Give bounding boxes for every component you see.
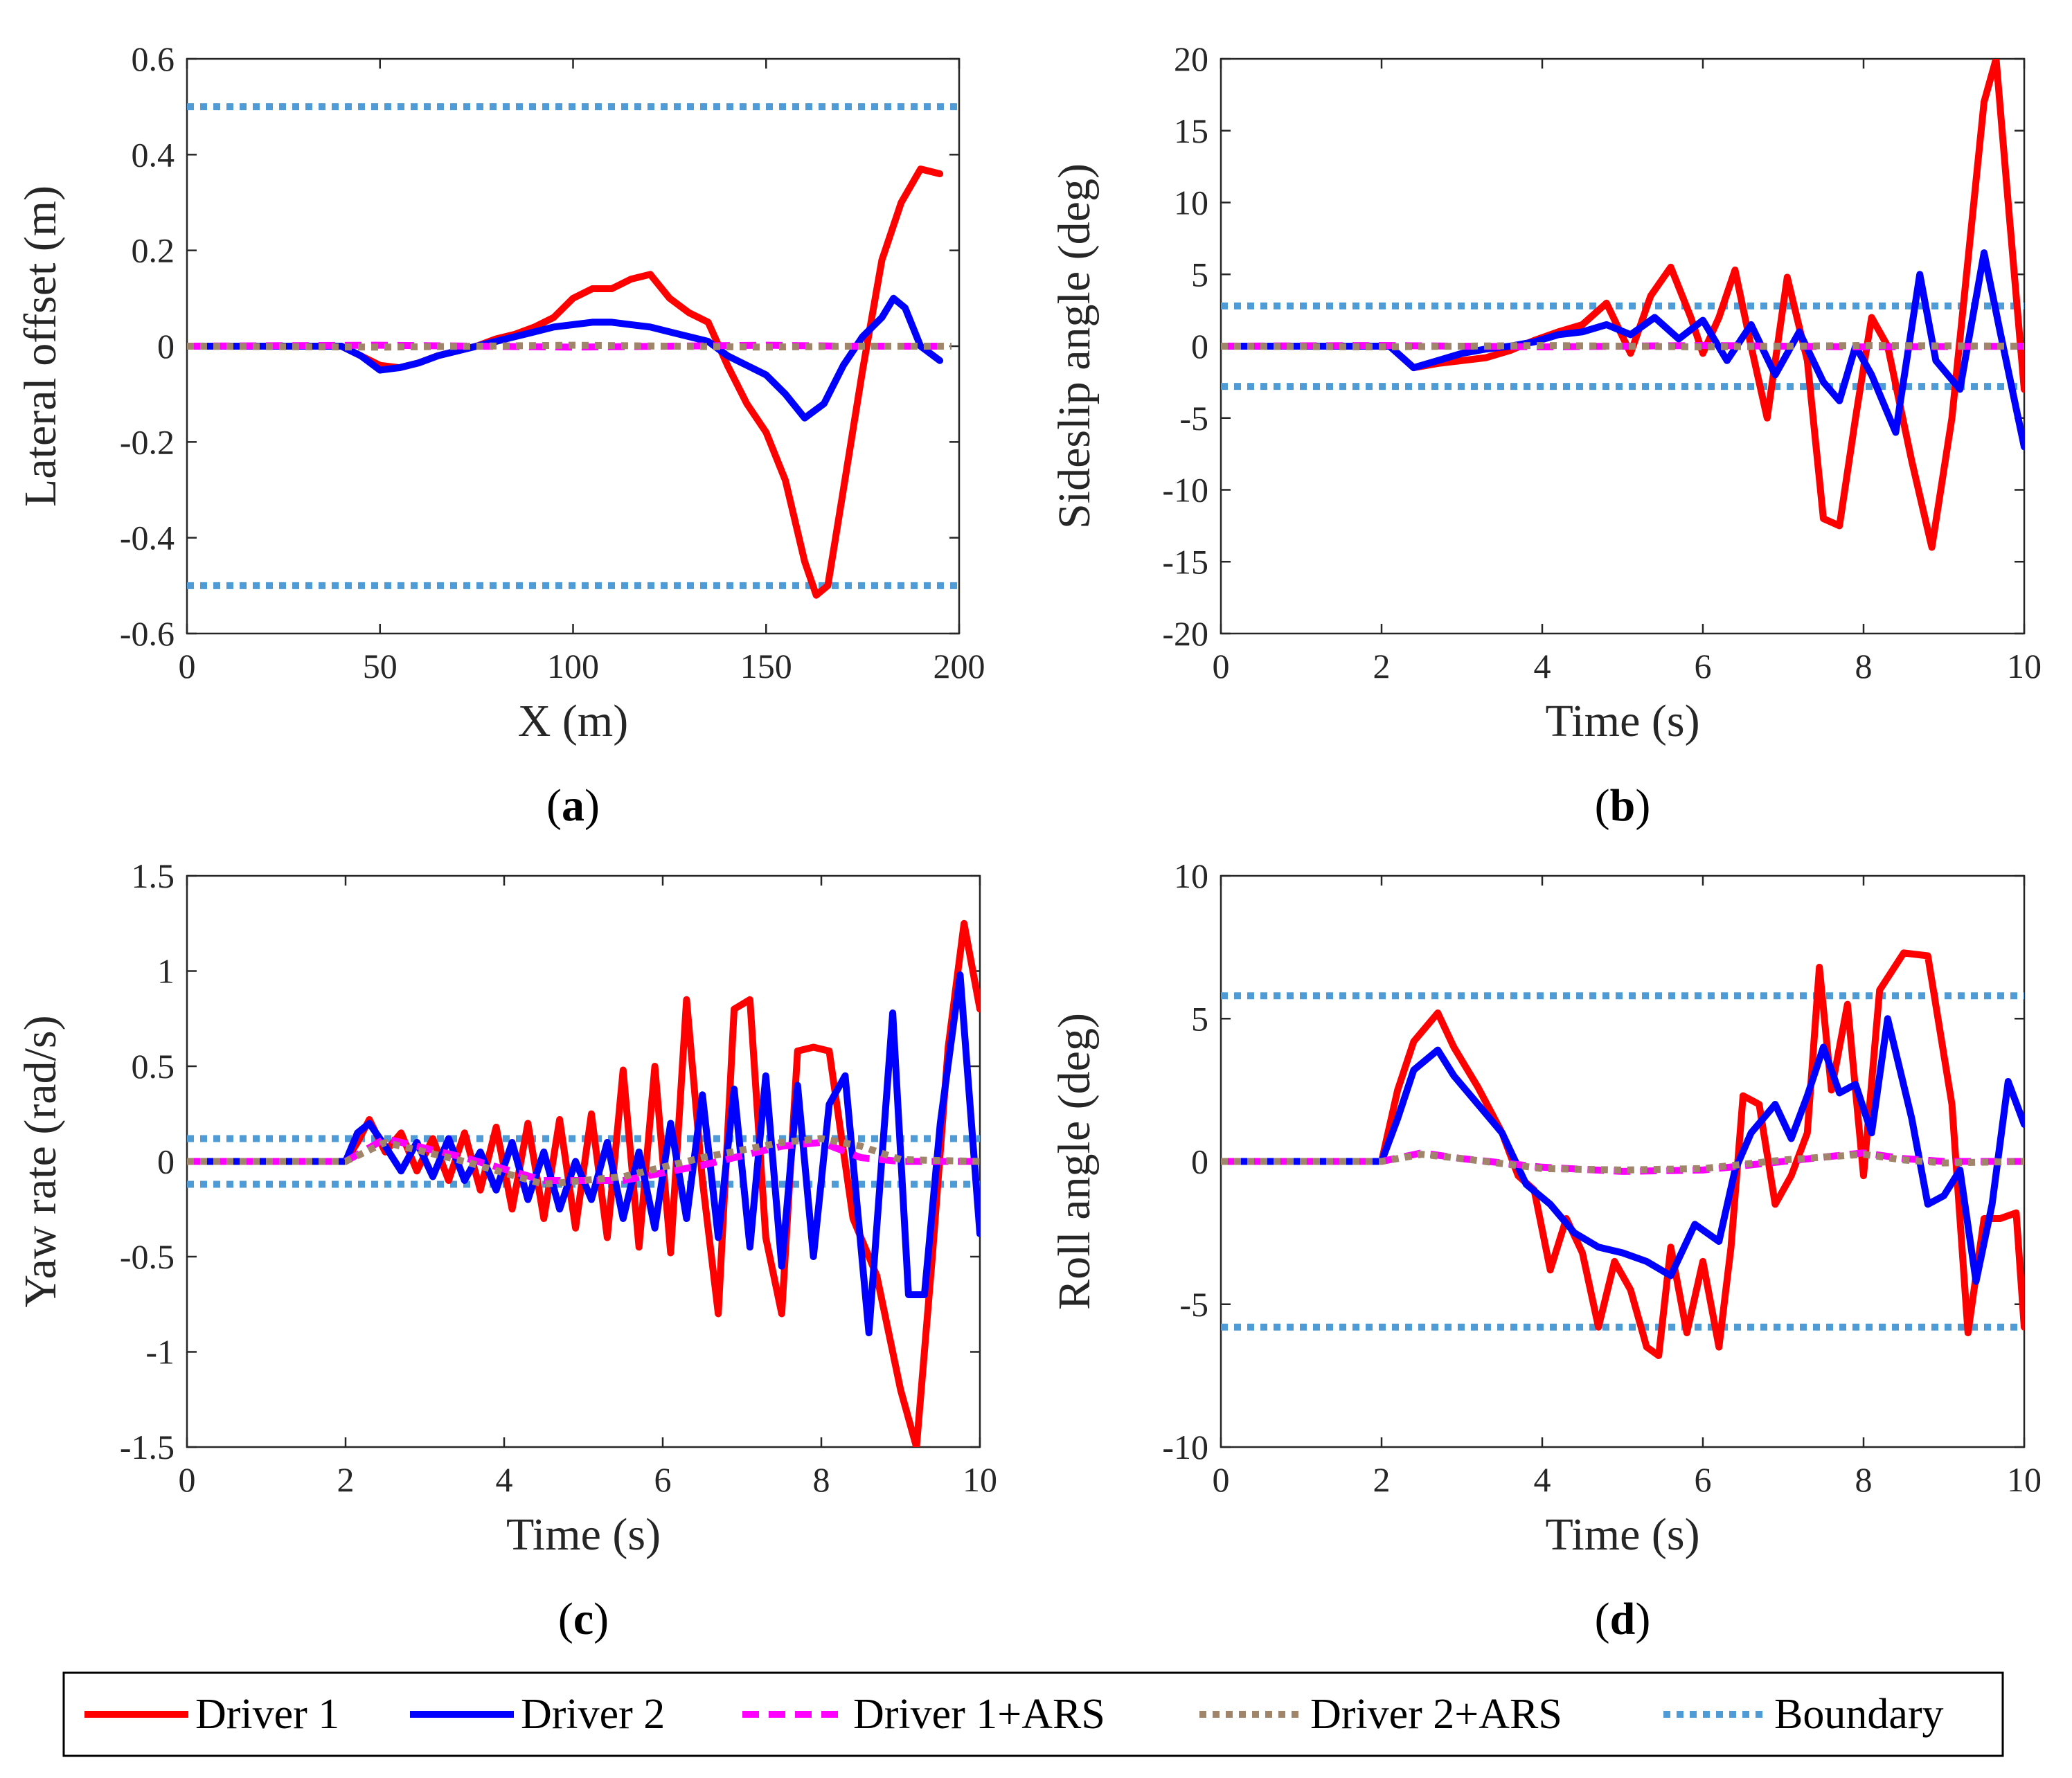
- y-tick-label: 15: [1174, 111, 1208, 150]
- x-tick-label: 6: [654, 1460, 672, 1499]
- series-line-driver-2-ars: [187, 1135, 980, 1188]
- legend-label-boundary: Boundary: [1774, 1691, 1944, 1738]
- y-tick-label: -20: [1162, 614, 1208, 653]
- x-axis-label: X (m): [518, 696, 628, 746]
- y-tick-label: 10: [1174, 183, 1208, 222]
- panel-tag: (a): [546, 780, 600, 831]
- y-tick-label: -15: [1162, 542, 1208, 581]
- series-line-driver-2-ars: [1221, 1151, 2024, 1174]
- x-axis-label: Time (s): [1545, 1509, 1699, 1560]
- panel-c: 0 2 4 6 8 10 -1.5 -1 -0.5 0 0.5 1 1.5 Time (s) Yaw rat…: [15, 856, 997, 1644]
- y-tick-label: 20: [1174, 39, 1208, 78]
- y-axis-label: Lateral offset (m): [15, 186, 66, 507]
- series-line-driver-1: [1221, 949, 2024, 1359]
- legend-label-driver2: Driver 2: [521, 1691, 665, 1738]
- x-tick-label: 6: [1695, 1460, 1712, 1499]
- x-tick-label: 0: [179, 647, 196, 685]
- legend: Driver 1 Driver 2 Driver 1+ARS Driver 2+…: [62, 1671, 2004, 1757]
- x-tick-label: 200: [934, 647, 985, 685]
- panel-tag: (d): [1595, 1594, 1651, 1644]
- series-line-driver-2-ars: [187, 341, 952, 351]
- x-axis-label: Time (s): [1545, 696, 1699, 746]
- series-line-driver-2: [187, 294, 944, 422]
- x-tick-label: 10: [2007, 1460, 2042, 1499]
- y-tick-label: -1.5: [120, 1428, 175, 1466]
- x-tick-label: 8: [1855, 647, 1873, 685]
- x-tick-label: 8: [813, 1460, 830, 1499]
- y-tick-label: -1: [145, 1333, 175, 1372]
- y-tick-label: -10: [1162, 1428, 1208, 1466]
- x-tick-label: 10: [2007, 647, 2042, 685]
- x-tick-label: 50: [363, 647, 398, 685]
- y-tick-label: -10: [1162, 471, 1208, 510]
- y-tick-label: -0.4: [120, 519, 175, 557]
- panel-a: 0 50 100 150 200 -0.6 -0.4 -0.2 0 0.2 0.4 0.6 X (m) L…: [15, 39, 985, 831]
- x-tick-label: 150: [740, 647, 792, 685]
- panel-tag: (b): [1595, 780, 1651, 831]
- x-tick-label: 6: [1695, 647, 1712, 685]
- series-line-driver-1-ars: [1221, 1149, 2024, 1175]
- y-tick-label: 0.6: [132, 39, 175, 78]
- y-tick-label: 0: [157, 327, 175, 366]
- series-line-driver-2: [187, 971, 980, 1336]
- x-tick-label: 2: [337, 1460, 355, 1499]
- panel-tag: (c): [558, 1594, 609, 1644]
- x-tick-label: 0: [179, 1460, 196, 1499]
- x-tick-label: 0: [1213, 1460, 1230, 1499]
- panel-d: 0 2 4 6 8 10 -10 -5 0 5 10 Time (s) Roll angle (deg)…: [1049, 856, 2042, 1644]
- y-axis-label: Sideslip angle (deg): [1049, 163, 1100, 529]
- x-tick-label: 10: [963, 1460, 997, 1499]
- y-tick-label: 1.5: [132, 856, 175, 895]
- y-tick-label: 0: [1191, 327, 1208, 366]
- x-tick-label: 2: [1373, 647, 1391, 685]
- y-tick-label: -5: [1179, 399, 1208, 438]
- y-axis-label: Roll angle (deg): [1049, 1013, 1100, 1310]
- y-tick-label: 0.4: [132, 135, 175, 174]
- series-line-driver-2: [1221, 249, 2024, 451]
- y-tick-label: 0: [157, 1142, 175, 1181]
- y-tick-label: 0: [1191, 1142, 1208, 1181]
- legend-label-driver1: Driver 1: [195, 1691, 339, 1738]
- panels: 0 50 100 150 200-0.6-0.4-0.200.20.40.6X (m)L…: [15, 39, 2042, 1644]
- y-axis-label: Yaw rate (rad/s): [15, 1015, 66, 1307]
- x-tick-label: 2: [1373, 1460, 1391, 1499]
- y-tick-label: -5: [1179, 1285, 1208, 1324]
- x-tick-label: 8: [1855, 1460, 1873, 1499]
- series-line-driver-1: [187, 165, 944, 599]
- y-tick-label: 5: [1191, 255, 1208, 294]
- y-tick-label: -0.5: [120, 1237, 175, 1276]
- legend-label-driver1-ars: Driver 1+ARS: [853, 1691, 1105, 1738]
- legend-label-driver2-ars: Driver 2+ARS: [1310, 1691, 1562, 1738]
- series-line-driver-1: [1221, 59, 2024, 551]
- y-tick-label: -0.2: [120, 422, 175, 461]
- panel-b: 0 2 4 6 8 10 -20 -15 -10 -5 0 5 10 15 20 Time (s) Sidesl…: [1049, 39, 2042, 831]
- series-line-driver-1-ars: [187, 1135, 980, 1184]
- x-tick-label: 4: [496, 1460, 513, 1499]
- x-tick-label: 100: [547, 647, 599, 685]
- y-tick-label: 10: [1174, 856, 1208, 895]
- x-axis-label: Time (s): [506, 1509, 661, 1560]
- y-tick-label: 0.2: [132, 231, 175, 270]
- y-tick-label: -0.6: [120, 614, 175, 653]
- y-tick-label: 5: [1191, 999, 1208, 1038]
- y-tick-label: 0.5: [132, 1047, 175, 1086]
- series-line-driver-2-ars: [1221, 342, 2024, 350]
- series-line-driver-2: [1221, 1015, 2024, 1285]
- x-tick-label: 4: [1534, 1460, 1551, 1499]
- x-tick-label: 0: [1213, 647, 1230, 685]
- x-tick-label: 4: [1534, 647, 1551, 685]
- y-tick-label: 1: [157, 952, 175, 991]
